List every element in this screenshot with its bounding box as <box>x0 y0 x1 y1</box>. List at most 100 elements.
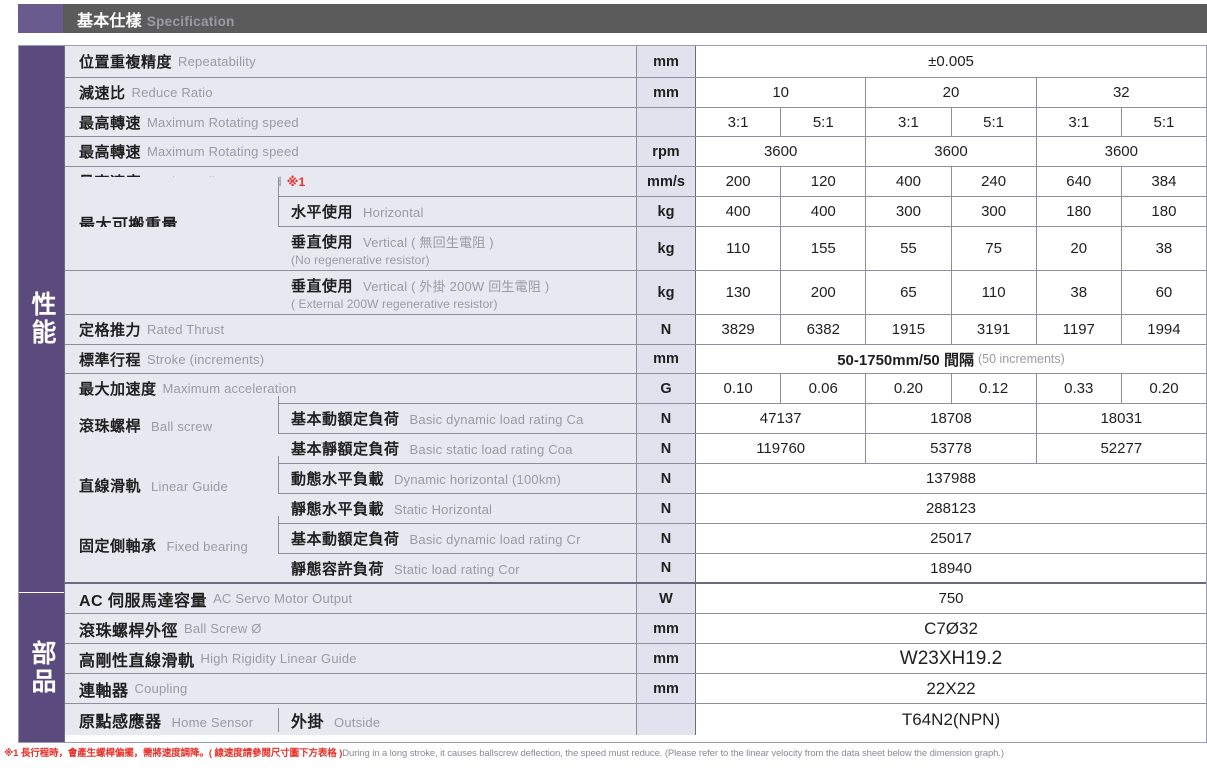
footnote: ※1 長行程時，會產生螺桿偏擺，需將速度調降。( 線速度請參閱尺寸圖下方表格 )… <box>4 748 1207 759</box>
value-cell: 110 <box>696 227 782 270</box>
row-label-zh: 連軸器 <box>79 682 129 700</box>
row-sub-label-en: Vertical ( 外掛 200W 回生電阻 ) <box>363 278 550 294</box>
row-sub-label-en: Static load rating Cor <box>394 561 520 577</box>
table-row: 位置重複精度 Repeatability mm ±0.005 <box>65 46 1206 78</box>
row-values: 119760 53778 52277 <box>696 434 1206 463</box>
value-cell: 640 <box>1036 167 1122 196</box>
value-cell: 3:1 <box>1036 108 1122 136</box>
row-sub-label: 動態水平負載 Dynamic horizontal (100km) <box>279 468 636 489</box>
row-sub-label: 垂直使用 Vertical ( 無回生電阻 ) (No regenerative… <box>279 230 636 267</box>
row-label-note: ※1 <box>286 174 306 189</box>
row-unit: N <box>636 315 696 344</box>
row-sub-label: 基本動額定負荷 Basic dynamic load rating Cr <box>279 528 636 549</box>
table-row: 垂直使用 Vertical ( 無回生電阻 ) (No regenerative… <box>65 227 1207 271</box>
page-title-zh: 基本仕樣 <box>77 12 142 30</box>
table-row: 最大加速度 Maximum acceleration G 0.10 0.06 0… <box>65 374 1207 404</box>
value-cell: 400 <box>696 197 782 226</box>
row-values: 0.10 0.06 0.20 0.12 0.33 0.20 <box>696 374 1207 403</box>
row-sub-label-zh: 基本靜額定負荷 <box>291 441 400 458</box>
row-label-zh: 高剛性直線滑軌 <box>79 652 195 670</box>
value-cell: 3:1 <box>696 108 782 136</box>
value-cell: 155 <box>781 227 867 270</box>
row-label: 垂直使用 Vertical ( 無回生電阻 ) (No regenerative… <box>65 227 636 270</box>
row-values: 137988 <box>696 464 1206 493</box>
value-cell: 0.10 <box>696 374 782 403</box>
row-label: 最大可搬重量 Maximum Payload 水平使用 Horizontal <box>65 176 636 286</box>
category-performance-label: 性能 <box>28 291 56 347</box>
value-cell: 130 <box>696 271 782 314</box>
row-values: 130 200 65 110 38 60 <box>696 271 1207 314</box>
value-cell: 300 <box>951 197 1037 226</box>
row-label-en: Coupling <box>134 681 188 696</box>
value-cell: 3:1 <box>866 108 952 136</box>
row-unit: N <box>636 404 696 433</box>
value-cell: 1197 <box>1036 315 1122 344</box>
value-cell: T64N2(NPN) <box>696 704 1206 735</box>
value-cell: 400 <box>781 197 867 226</box>
value-text: 50-1750mm/50 間隔 <box>837 351 974 369</box>
row-group-label-en: Ball screw <box>151 419 213 434</box>
row-unit: kg <box>636 227 696 270</box>
row-unit: G <box>636 374 696 403</box>
row-unit: kg <box>636 271 696 314</box>
row-label-en: High Rigidity Linear Guide <box>200 651 357 666</box>
specification-table: 性能 部品 位置重複精度 Repeatability mm ±0.005 <box>18 45 1207 743</box>
value-cell: 0.06 <box>781 374 867 403</box>
table-row: 減速比 Reduce Ratio mm 10 20 32 <box>65 78 1206 108</box>
value-cell: 0.12 <box>951 374 1037 403</box>
row-values: 25017 <box>696 524 1206 553</box>
row-group-label-en: Linear Guide <box>151 479 228 494</box>
row-label-zh: 標準行程 <box>79 351 142 369</box>
value-cell: 384 <box>1121 167 1207 196</box>
row-sub-label-en: Basic dynamic load rating Ca <box>409 412 584 427</box>
row-label: 高剛性直線滑軌 High Rigidity Linear Guide <box>65 644 636 673</box>
value-cell: 110 <box>951 271 1037 314</box>
row-sub-label-zh: 基本動額定負荷 <box>291 411 400 428</box>
row-label-en: Reduce Ratio <box>131 85 213 100</box>
row-unit <box>636 704 696 735</box>
row-values: 400 400 300 300 180 180 <box>696 197 1207 226</box>
value-cell: 200 <box>781 271 867 314</box>
table-row: 滾珠螺桿外徑 Ball Screw Ø mm C7Ø32 <box>65 614 1206 644</box>
row-label: 垂直使用 Vertical ( 外掛 200W 回生電阻 ) ( Externa… <box>65 271 636 314</box>
row-sub-label: 水平使用 Horizontal <box>279 201 636 222</box>
row-label: 固定側軸承 Fixed bearing 基本動額定負荷 Basic dynami… <box>65 516 636 575</box>
section-header-bar: 基本仕樣 Specification <box>18 4 1207 33</box>
value-cell: 240 <box>951 167 1037 196</box>
row-values: 200 120 400 240 640 384 <box>696 167 1207 196</box>
row-label: 位置重複精度 Repeatability <box>65 46 636 77</box>
value-cell: 10 <box>696 78 867 107</box>
value-cell: 18708 <box>866 404 1037 433</box>
row-sub-label-en: Dynamic horizontal (100km) <box>394 472 562 487</box>
row-label: 定格推力 Rated Thrust <box>65 315 636 344</box>
row-unit: N <box>636 524 696 553</box>
value-cell: 288123 <box>696 494 1206 523</box>
row-label: 滾珠螺桿外徑 Ball Screw Ø <box>65 614 636 643</box>
row-label: AC 伺服馬達容量 AC Servo Motor Output <box>65 584 636 613</box>
row-unit: mm <box>636 345 696 373</box>
row-group-label-zh: 直線滑軌 <box>79 478 142 495</box>
row-label: 靜態容許負荷 Static load rating Cor <box>65 554 636 582</box>
table-rows: 位置重複精度 Repeatability mm ±0.005 減速比 Reduc… <box>64 46 1207 742</box>
value-cell: 50-1750mm/50 間隔 (50 increments) <box>696 345 1206 373</box>
row-unit: mm/s <box>636 167 696 196</box>
value-cell: 5:1 <box>781 108 867 136</box>
value-cell: 3600 <box>1036 137 1206 166</box>
row-sub-label: 基本靜額定負荷 Basic static load rating Coa <box>279 438 636 459</box>
row-unit: N <box>636 464 696 493</box>
category-parts-label: 部品 <box>28 639 56 696</box>
row-label-en: Maximum acceleration <box>162 381 297 396</box>
row-values: 10 20 32 <box>696 78 1206 107</box>
row-sub-label-en: Static Horizontal <box>394 502 493 517</box>
row-values: 47137 18708 18031 <box>696 404 1206 433</box>
row-label: 連軸器 Coupling <box>65 674 636 703</box>
value-cell: 180 <box>1036 197 1122 226</box>
value-cell: 18031 <box>1036 404 1206 433</box>
value-cell: 750 <box>696 584 1206 613</box>
value-cell: 55 <box>866 227 952 270</box>
row-label-zh: 最高轉速 <box>79 114 142 132</box>
row-sub-label: 靜態水平負載 Static Horizontal <box>279 498 636 519</box>
table-row: 直線滑軌 Linear Guide 動態水平負載 Dynamic horizon… <box>65 456 1206 515</box>
table-row: 標準行程 Stroke (increments) mm 50-1750mm/50… <box>65 345 1206 374</box>
table-row: 靜態容許負荷 Static load rating Cor N 18940 <box>65 554 1206 584</box>
